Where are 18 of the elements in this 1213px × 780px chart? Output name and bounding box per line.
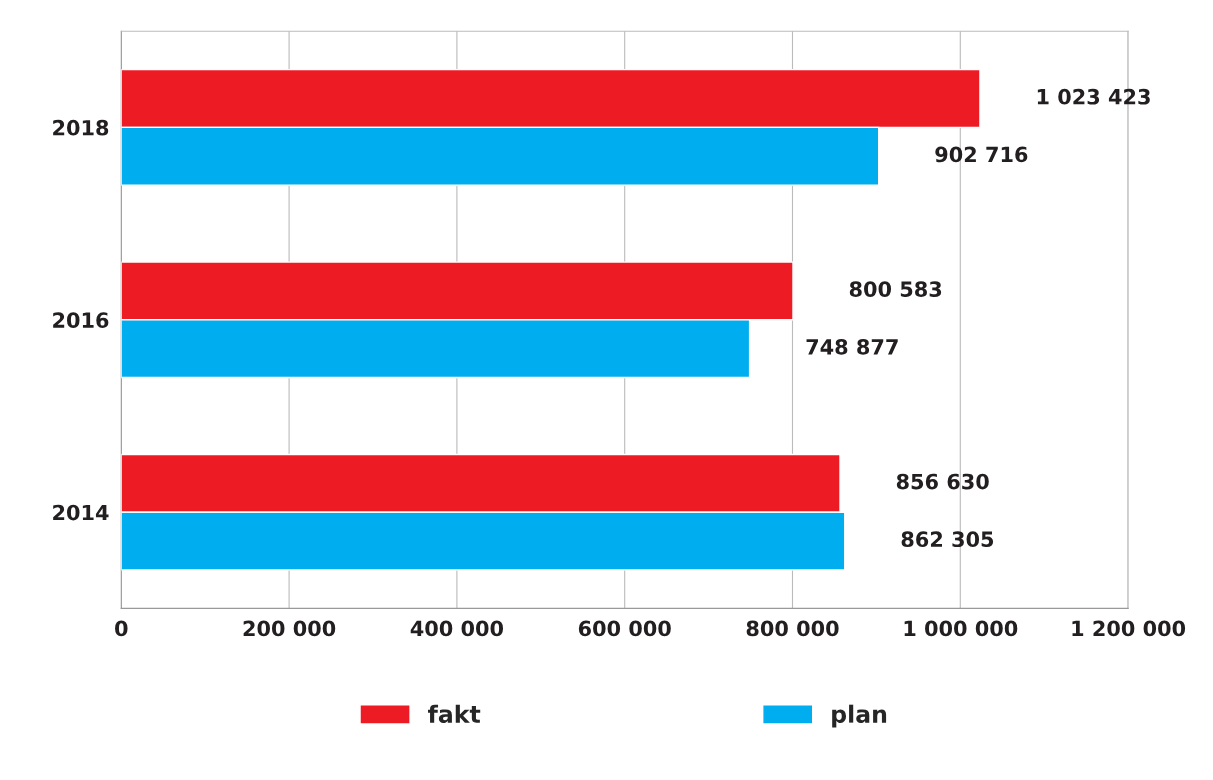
data-label: 748 877 — [806, 338, 898, 355]
x-tick-label: 800 000 — [746, 620, 839, 637]
data-label: 1 023 423 — [1037, 88, 1150, 105]
data-label: 800 583 — [849, 281, 942, 297]
x-tick-label: 1 200 000 — [1072, 620, 1186, 637]
x-tick-label: 400 000 — [410, 620, 504, 637]
data-label: 856 630 — [896, 473, 989, 490]
data-label: 862 305 — [901, 531, 994, 548]
legend-label: plan — [832, 704, 887, 728]
y-tick-label: 2018 — [53, 119, 109, 136]
x-tick-label: 200 000 — [243, 620, 336, 637]
legend-label: fakt — [428, 704, 481, 723]
y-tick-label: 2014 — [53, 504, 109, 521]
y-tick-label: 2016 — [53, 312, 109, 329]
data-label: 902 716 — [935, 146, 1028, 163]
x-tick-label: 600 000 — [578, 620, 671, 637]
x-tick-label: 1 000 000 — [904, 620, 1018, 637]
x-tick-label: 0 — [115, 620, 128, 637]
